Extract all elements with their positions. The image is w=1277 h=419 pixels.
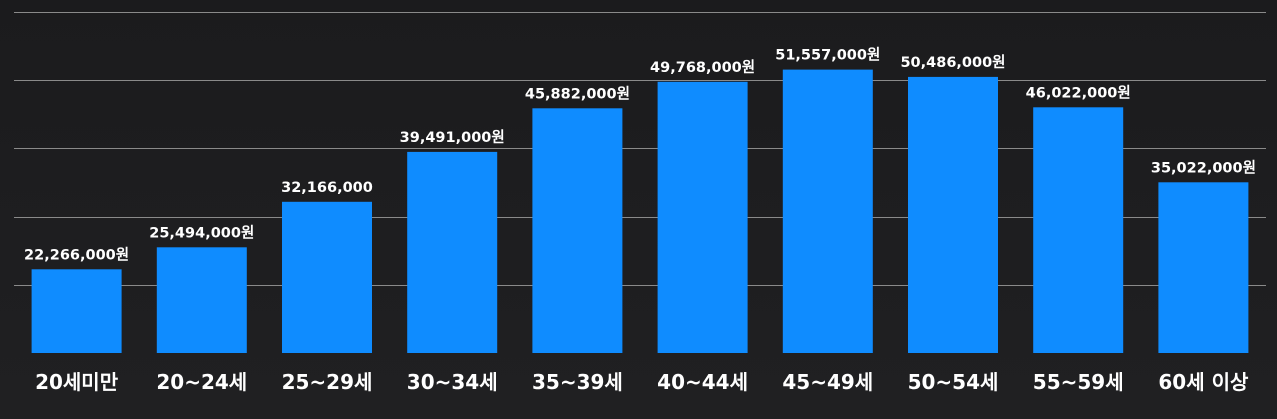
- category-label: 55~59세: [1033, 370, 1124, 394]
- bar: [908, 76, 998, 354]
- bar: [407, 151, 498, 353]
- bar: [782, 69, 873, 353]
- category-label: 45~49세: [782, 370, 873, 394]
- category-label: 40~44세: [657, 370, 748, 394]
- category-label: 60세 이상: [1158, 370, 1249, 394]
- value-label: 32,166,000: [281, 180, 373, 196]
- category-labels: 20세미만 20~24세 25~29세 30~34세 35~39세 40~44세 45~49…: [35, 370, 1249, 394]
- value-label: 46,022,000원: [1026, 84, 1131, 101]
- category-label: 25~29세: [282, 370, 373, 394]
- value-label: 50,486,000원: [900, 54, 1005, 71]
- category-label: 30~34세: [407, 370, 498, 394]
- bar: [657, 81, 748, 354]
- value-label: 49,768,000원: [650, 59, 755, 76]
- bar: [1033, 107, 1124, 353]
- category-label: 20~24세: [156, 370, 247, 394]
- value-label: 25,494,000원: [149, 224, 254, 241]
- value-label: 22,266,000원: [24, 246, 129, 263]
- value-label: 39,491,000원: [400, 129, 505, 146]
- bar: [1158, 182, 1249, 353]
- bars: [31, 69, 1249, 354]
- bar: [156, 247, 247, 353]
- value-label: 51,557,000원: [775, 47, 880, 64]
- bar: [282, 201, 372, 353]
- bar: [31, 269, 122, 353]
- value-labels: 22,266,000원 25,494,000원 32,166,000 39,491,0…: [24, 47, 1256, 264]
- bar: [532, 108, 623, 353]
- value-label: 45,882,000원: [525, 85, 630, 102]
- category-label: 50~54세: [908, 370, 999, 394]
- category-label: 20세미만: [35, 370, 119, 394]
- value-label: 35,022,000원: [1151, 159, 1256, 176]
- category-label: 35~39세: [532, 370, 623, 394]
